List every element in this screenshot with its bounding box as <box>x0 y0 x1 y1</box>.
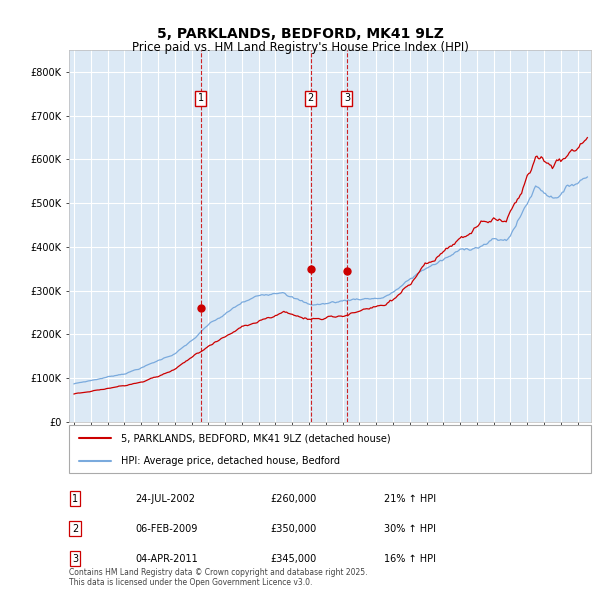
Text: 1: 1 <box>72 494 78 503</box>
Text: 2: 2 <box>72 524 78 533</box>
Text: Contains HM Land Registry data © Crown copyright and database right 2025.
This d: Contains HM Land Registry data © Crown c… <box>69 568 367 587</box>
Text: 5, PARKLANDS, BEDFORD, MK41 9LZ (detached house): 5, PARKLANDS, BEDFORD, MK41 9LZ (detache… <box>121 433 391 443</box>
Text: 16% ↑ HPI: 16% ↑ HPI <box>384 554 436 563</box>
Text: Price paid vs. HM Land Registry's House Price Index (HPI): Price paid vs. HM Land Registry's House … <box>131 41 469 54</box>
Text: 2: 2 <box>307 93 314 103</box>
Text: 30% ↑ HPI: 30% ↑ HPI <box>384 524 436 533</box>
FancyBboxPatch shape <box>69 425 591 473</box>
Text: 21% ↑ HPI: 21% ↑ HPI <box>384 494 436 503</box>
Text: 1: 1 <box>198 93 204 103</box>
Text: 3: 3 <box>72 554 78 563</box>
Text: 04-APR-2011: 04-APR-2011 <box>135 554 198 563</box>
Text: 24-JUL-2002: 24-JUL-2002 <box>135 494 195 503</box>
Text: 5, PARKLANDS, BEDFORD, MK41 9LZ: 5, PARKLANDS, BEDFORD, MK41 9LZ <box>157 27 443 41</box>
Text: 06-FEB-2009: 06-FEB-2009 <box>135 524 197 533</box>
Text: £345,000: £345,000 <box>270 554 316 563</box>
Text: £350,000: £350,000 <box>270 524 316 533</box>
Text: 3: 3 <box>344 93 350 103</box>
Text: HPI: Average price, detached house, Bedford: HPI: Average price, detached house, Bedf… <box>121 456 340 466</box>
Text: £260,000: £260,000 <box>270 494 316 503</box>
